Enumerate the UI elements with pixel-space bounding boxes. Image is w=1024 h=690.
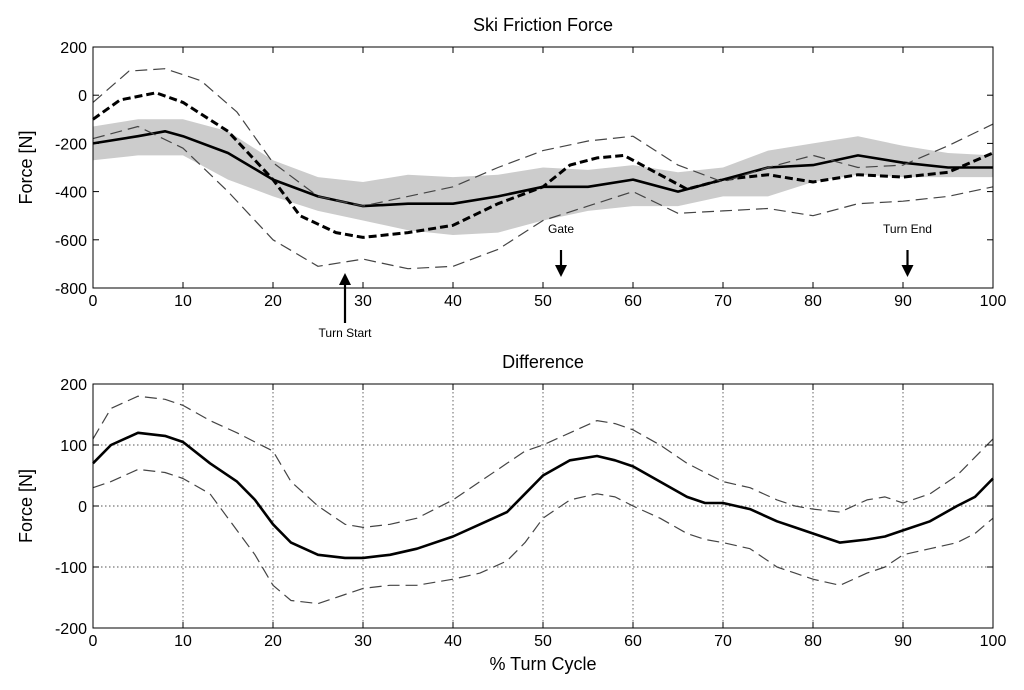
x-tick-label-5: 50	[534, 633, 552, 650]
annotation-2: Turn End	[883, 222, 932, 277]
series-line-1	[92, 91, 994, 239]
y-tick-label-4: 0	[78, 88, 87, 105]
annotation-arrow-head	[901, 265, 914, 277]
x-tick-label-4: 40	[444, 293, 462, 310]
series-line-2	[92, 68, 994, 207]
x-tick-label-10: 100	[980, 633, 1007, 650]
x-tick-label-9: 90	[894, 633, 912, 650]
y-axis-label: Force [N]	[16, 469, 36, 543]
y-axis-label: Force [N]	[16, 130, 36, 204]
annotation-label: Turn Start	[319, 326, 373, 340]
annotation-arrow-head	[555, 265, 567, 277]
chart-title: Difference	[502, 352, 584, 372]
x-tick-label-7: 70	[714, 633, 732, 650]
difference-chart: 0 10 20 30 40 50 60 70 80 90 100 -200 -100 0 100 200 Dif…	[16, 352, 1006, 674]
y-tick-label-3: 100	[60, 438, 87, 455]
ski-friction-force-chart: 0 10 20 30 40 50 60 70 80 90 100 -800 -600 -400 -200 0 2…	[16, 15, 1006, 340]
x-tick-label-5: 50	[534, 293, 552, 310]
x-tick-label-9: 90	[894, 293, 912, 310]
x-tick-label-0: 0	[89, 293, 98, 310]
series-line-1	[92, 395, 994, 529]
x-tick-label-6: 60	[624, 293, 642, 310]
x-tick-label-0: 0	[89, 633, 98, 650]
x-tick-label-1: 10	[174, 293, 192, 310]
annotation-arrow-head	[339, 273, 351, 285]
series-line-0	[92, 130, 993, 208]
x-tick-label-3: 30	[354, 293, 372, 310]
chart-title: Ski Friction Force	[473, 15, 613, 35]
x-tick-label-1: 10	[174, 633, 192, 650]
y-tick-label-3: -200	[55, 136, 87, 153]
x-tick-label-8: 80	[804, 293, 822, 310]
annotation-label: Gate	[548, 222, 574, 236]
grid	[93, 384, 993, 628]
y-tick-label-0: -800	[55, 281, 87, 298]
x-tick-label-10: 100	[980, 293, 1007, 310]
x-tick-label-3: 30	[354, 633, 372, 650]
x-tick-label-2: 20	[264, 293, 282, 310]
std-band	[93, 119, 993, 235]
annotation-0: Turn Start	[319, 273, 373, 340]
y-tick-label-5: 200	[60, 40, 87, 57]
x-tick-label-4: 40	[444, 633, 462, 650]
x-tick-label-2: 20	[264, 633, 282, 650]
y-tick-label-2: 0	[78, 499, 87, 516]
annotation-label: Turn End	[883, 222, 932, 236]
y-tick-label-1: -100	[55, 560, 87, 577]
x-tick-label-8: 80	[804, 633, 822, 650]
x-tick-label-6: 60	[624, 633, 642, 650]
x-tick-label-7: 70	[714, 293, 732, 310]
series-line-0	[92, 431, 994, 560]
y-tick-label-0: -200	[55, 621, 87, 638]
series-line-3	[92, 125, 994, 270]
y-tick-label-1: -600	[55, 233, 87, 250]
y-tick-label-4: 200	[60, 377, 87, 394]
annotation-1: Gate	[548, 222, 574, 277]
x-axis-label: % Turn Cycle	[489, 654, 596, 674]
series-line-2	[92, 468, 994, 605]
y-tick-label-2: -400	[55, 185, 87, 202]
